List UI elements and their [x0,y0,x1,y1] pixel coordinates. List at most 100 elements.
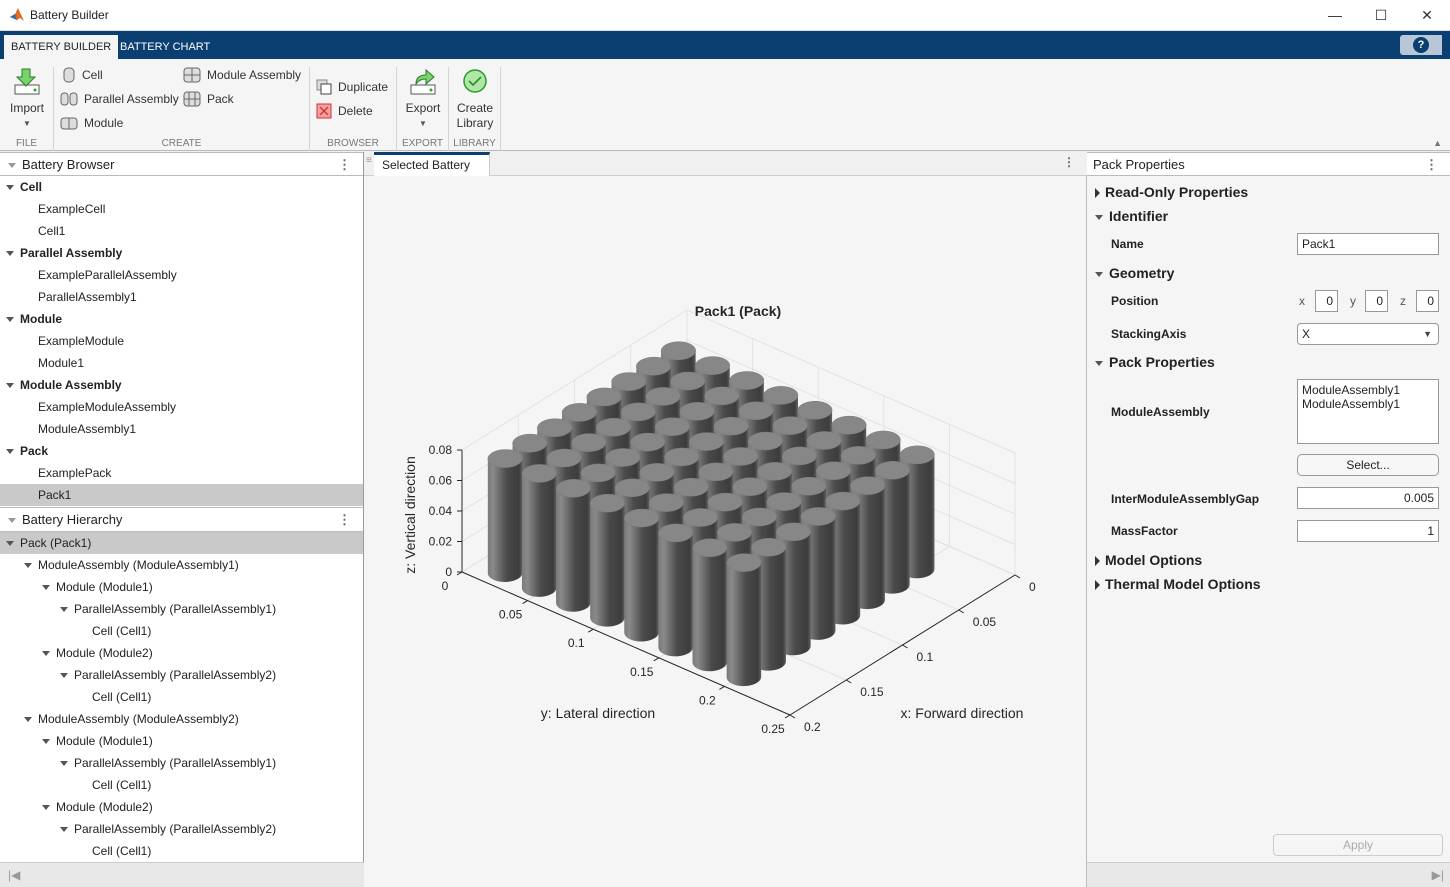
tree-item[interactable]: ParallelAssembly (ParallelAssembly2) [0,818,363,840]
collapse-icon[interactable] [6,317,14,323]
tree-item[interactable]: Pack (Pack1) [0,532,363,554]
section-geometry[interactable]: Geometry [1095,265,1174,281]
more-options-icon[interactable]: ⋮ [1425,157,1438,172]
collapse-icon[interactable] [24,717,32,723]
section-read-only[interactable]: Read-Only Properties [1095,184,1248,200]
collapse-icon[interactable] [6,541,14,547]
group-label: LIBRARY [453,138,496,149]
help-button[interactable]: ? [1400,35,1442,55]
collapse-icon[interactable] [8,163,16,169]
tree-item[interactable]: Cell (Cell1) [0,774,363,796]
collapse-icon[interactable] [42,805,50,811]
tree-item[interactable]: ParallelAssembly (ParallelAssembly1) [0,598,363,620]
mass-factor-field[interactable]: 1 [1297,520,1439,542]
gap-field[interactable]: 0.005 [1297,487,1439,509]
create-parallel-assembly-button[interactable]: Parallel Assembly [60,91,179,107]
section-model-options[interactable]: Model Options [1095,552,1202,568]
tree-item[interactable]: ExamplePack [0,462,363,484]
more-options-icon[interactable]: ⋮ [338,512,351,527]
tree-item[interactable]: ModuleAssembly (ModuleAssembly1) [0,554,363,576]
left-scrollbar[interactable]: |◀ [0,862,364,887]
import-button[interactable]: Import ▼ [4,67,50,131]
apply-button[interactable]: Apply [1273,834,1443,856]
collapse-icon[interactable] [60,827,68,833]
module-assembly-list[interactable]: ModuleAssembly1 ModuleAssembly1 [1297,379,1439,444]
collapse-icon[interactable] [6,185,14,191]
minimize-button[interactable]: — [1328,7,1342,23]
tab-battery-chart[interactable]: BATTERY CHART [120,41,211,53]
tree-item[interactable]: ExampleModuleAssembly [0,396,363,418]
tree-item[interactable]: ParallelAssembly (ParallelAssembly2) [0,664,363,686]
tab-battery-builder[interactable]: BATTERY BUILDER [4,35,119,59]
export-button[interactable]: Export ▼ [400,67,446,131]
list-item[interactable]: ModuleAssembly1 [1302,397,1401,411]
collapse-icon[interactable] [8,518,16,524]
create-cell-button[interactable]: Cell [62,67,103,83]
tree-item[interactable]: Pack1 [0,484,363,506]
tree-group[interactable]: Module Assembly [0,374,363,396]
position-y-field[interactable]: 0 [1365,290,1388,312]
create-library-button[interactable]: Create Library [452,67,498,131]
pack-3d-chart[interactable]: 0 0.05 0.1 0.15 0.2 0.25 0 0.05 0.1 0.15 0.2 0 0.02 0… [364,152,1087,887]
tree-item[interactable]: ModuleAssembly (ModuleAssembly2) [0,708,363,730]
collapse-ribbon-icon[interactable]: ▲ [1433,138,1442,148]
tree-item[interactable]: Cell (Cell1) [0,840,363,862]
collapse-icon[interactable] [6,383,14,389]
create-module-assembly-button[interactable]: Module Assembly [183,67,301,83]
tab-selected-battery[interactable]: Selected Battery [374,152,490,176]
right-scrollbar[interactable]: ▶| [1087,862,1450,887]
list-item[interactable]: ModuleAssembly1 [1302,383,1401,397]
collapse-icon[interactable] [60,607,68,613]
cell-top [772,416,808,435]
tree-item[interactable]: Module1 [0,352,363,374]
import-label: Import [9,101,44,115]
select-button[interactable]: Select... [1297,454,1439,476]
position-z-field[interactable]: 0 [1416,290,1439,312]
section-identifier[interactable]: Identifier [1095,208,1168,224]
collapse-icon[interactable] [42,585,50,591]
tree-group[interactable]: Module [0,308,363,330]
z-tick-label: 0.08 [429,443,453,457]
close-button[interactable]: ✕ [1421,6,1433,23]
tree-item[interactable]: ModuleAssembly1 [0,418,363,440]
tree-item[interactable]: ExampleParallelAssembly [0,264,363,286]
scroll-right-icon[interactable]: ▶| [1431,868,1444,882]
more-options-icon[interactable]: ⋮ [338,157,351,172]
collapse-icon[interactable] [6,449,14,455]
section-pack-properties[interactable]: Pack Properties [1095,354,1215,370]
tree-item[interactable]: ExampleModule [0,330,363,352]
tree-item[interactable]: ExampleCell [0,198,363,220]
cell-top [487,449,523,468]
collapse-icon[interactable] [6,251,14,257]
tree-item[interactable]: Module (Module2) [0,642,363,664]
tree-group[interactable]: Parallel Assembly [0,242,363,264]
more-options-icon[interactable]: ⋮ [1063,155,1075,169]
maximize-button[interactable]: ☐ [1374,6,1388,23]
create-pack-button[interactable]: Pack [183,91,234,107]
tree-group[interactable]: Pack [0,440,363,462]
tree-item[interactable]: ParallelAssembly1 [0,286,363,308]
duplicate-button[interactable]: Duplicate [316,79,388,95]
tree-item[interactable]: ParallelAssembly (ParallelAssembly1) [0,752,363,774]
collapse-icon[interactable] [60,673,68,679]
tree-item[interactable]: Cell (Cell1) [0,686,363,708]
stacking-axis-dropdown[interactable]: X ▼ [1297,323,1439,345]
tree-item[interactable]: Module (Module1) [0,730,363,752]
tree-group[interactable]: Cell [0,176,363,198]
position-x-field[interactable]: 0 [1315,290,1338,312]
collapse-icon[interactable] [42,739,50,745]
tree-item[interactable]: Cell (Cell1) [0,620,363,642]
drag-handle-icon[interactable]: ≡ [366,155,372,166]
matlab-logo-icon [10,8,24,21]
collapse-icon[interactable] [60,761,68,767]
tree-item[interactable]: Module (Module2) [0,796,363,818]
section-thermal-options[interactable]: Thermal Model Options [1095,576,1261,592]
name-field[interactable]: Pack1 [1297,233,1439,255]
tree-item[interactable]: Cell1 [0,220,363,242]
tree-item[interactable]: Module (Module1) [0,576,363,598]
create-module-button[interactable]: Module [60,115,123,131]
collapse-icon[interactable] [24,563,32,569]
delete-button[interactable]: Delete [316,103,373,119]
scroll-left-icon[interactable]: |◀ [8,868,21,882]
collapse-icon[interactable] [42,651,50,657]
